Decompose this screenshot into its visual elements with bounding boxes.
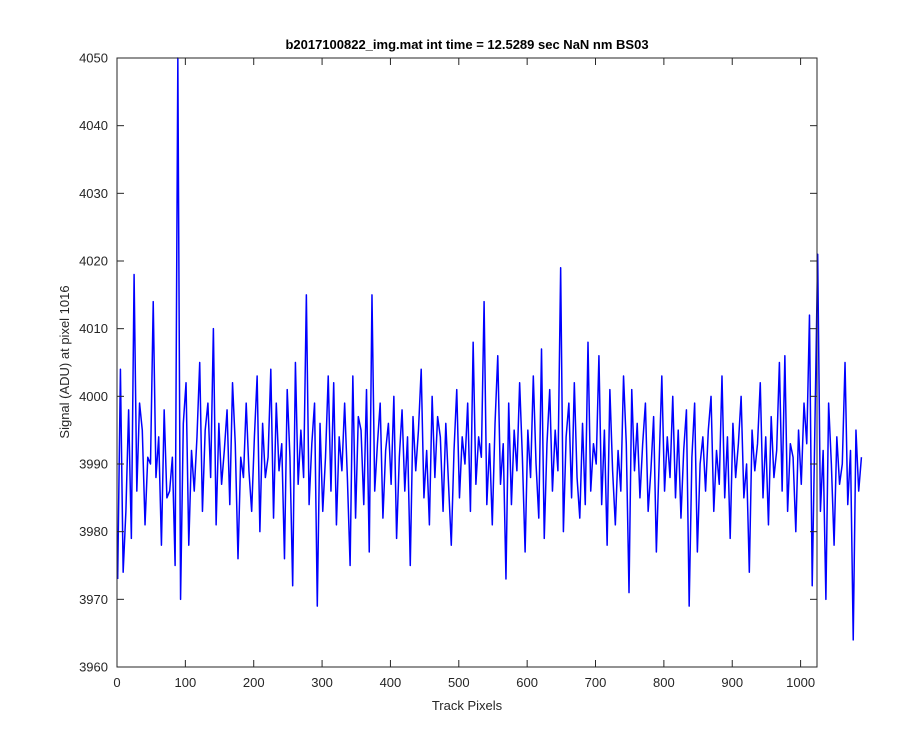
x-tick-label: 800 bbox=[653, 675, 675, 690]
x-tick-label: 700 bbox=[585, 675, 607, 690]
x-tick-label: 200 bbox=[243, 675, 265, 690]
x-tick-label: 100 bbox=[175, 675, 197, 690]
y-tick-label: 4050 bbox=[79, 51, 108, 66]
y-axis-label: Signal (ADU) at pixel 1016 bbox=[57, 285, 72, 438]
x-tick-label: 900 bbox=[721, 675, 743, 690]
y-tick-label: 4000 bbox=[79, 389, 108, 404]
series-line-0 bbox=[116, 57, 863, 641]
x-tick-label: 0 bbox=[113, 675, 120, 690]
y-tick-label: 3970 bbox=[79, 592, 108, 607]
y-tick-label: 4020 bbox=[79, 254, 108, 269]
x-tick-label: 1000 bbox=[786, 675, 815, 690]
series-layer bbox=[116, 57, 863, 641]
y-axis-ticks: 3960 3970 3980 3990 4000 4010 4020 4030 4040 4050 bbox=[79, 51, 817, 675]
y-tick-label: 4040 bbox=[79, 118, 108, 133]
plot-area bbox=[117, 58, 817, 667]
y-tick-label: 3960 bbox=[79, 660, 108, 675]
x-axis-label: Track Pixels bbox=[432, 698, 503, 713]
y-tick-label: 4010 bbox=[79, 321, 108, 336]
x-axis-ticks: 0 100 200 300 400 500 600 700 800 900 1000 bbox=[113, 58, 815, 690]
y-tick-label: 3990 bbox=[79, 457, 108, 472]
x-tick-label: 300 bbox=[311, 675, 333, 690]
y-tick-label: 4030 bbox=[79, 186, 108, 201]
x-tick-label: 500 bbox=[448, 675, 470, 690]
chart-title: b2017100822_img.mat int time = 12.5289 s… bbox=[285, 37, 648, 52]
x-tick-label: 600 bbox=[516, 675, 538, 690]
plot-frame bbox=[116, 57, 818, 668]
x-tick-label: 400 bbox=[380, 675, 402, 690]
y-tick-label: 3980 bbox=[79, 524, 108, 539]
